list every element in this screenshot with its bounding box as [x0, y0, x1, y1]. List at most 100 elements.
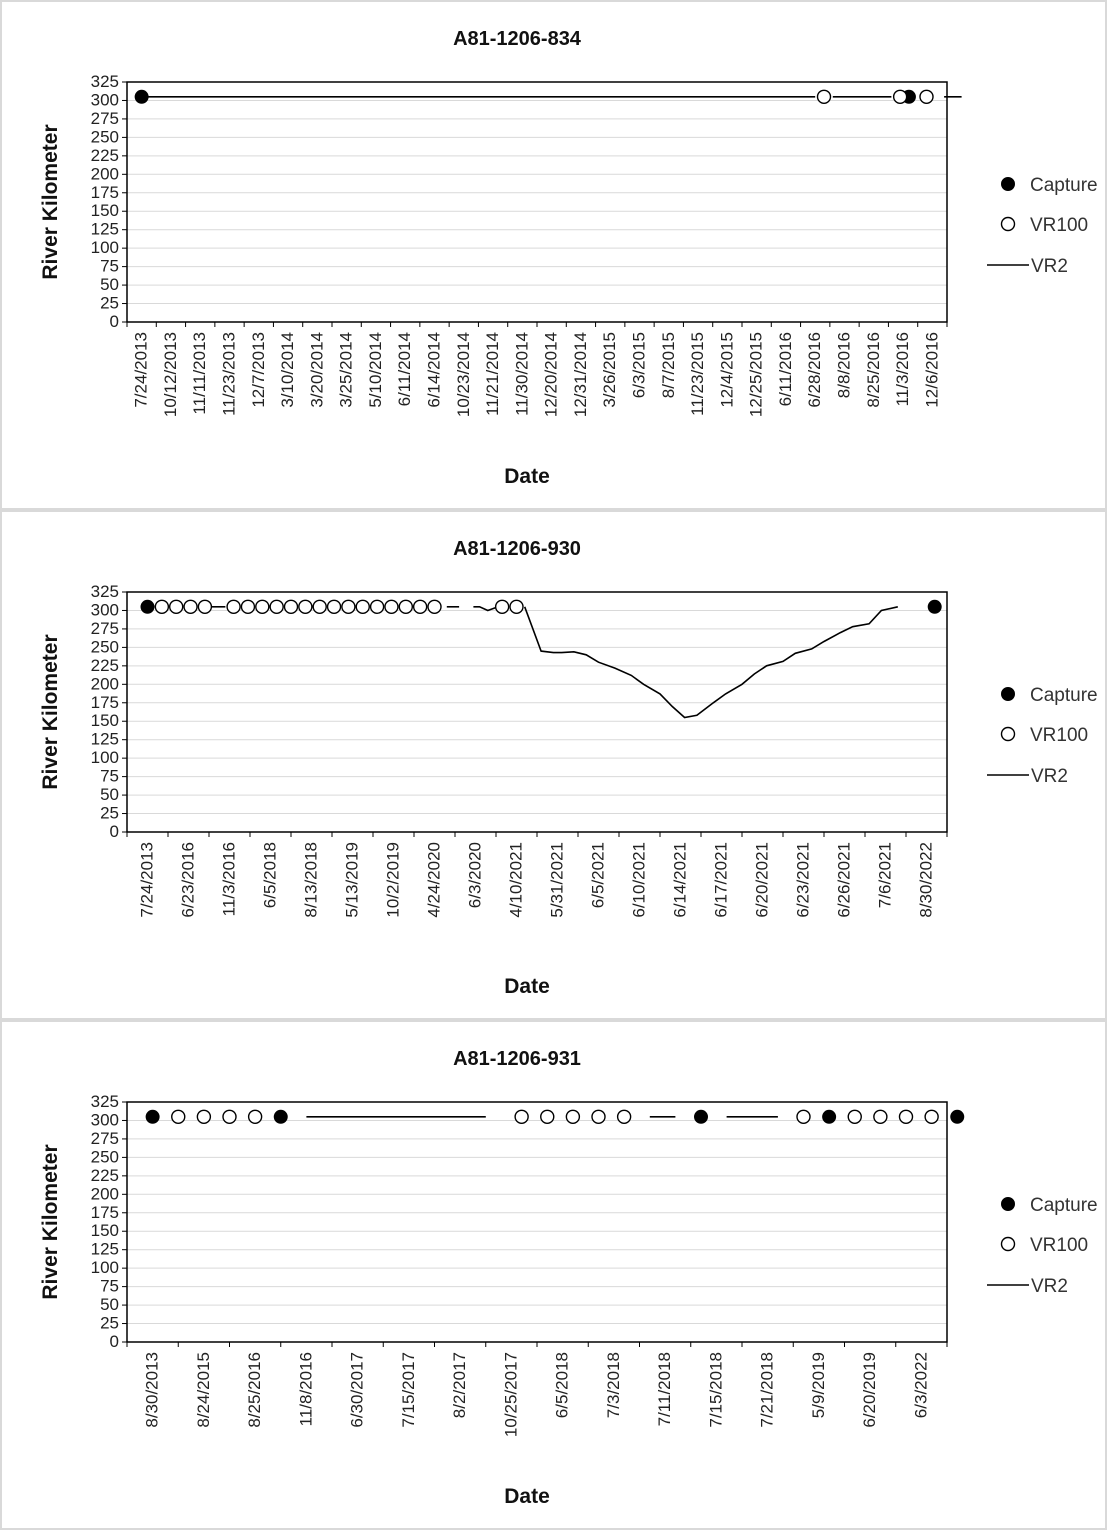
y-tick-label: 275 — [91, 1129, 119, 1148]
vr100-point — [427, 599, 442, 614]
legend-vr2-label: VR2 — [1031, 256, 1068, 277]
x-tick-label: 4/24/2020 — [425, 842, 444, 918]
capture-point — [145, 1109, 160, 1124]
x-tick-label: 12/7/2013 — [249, 332, 268, 408]
x-tick-label: 6/23/2016 — [179, 842, 198, 918]
y-tick-label: 50 — [100, 1295, 119, 1314]
capture-point — [134, 89, 149, 104]
y-tick-label: 200 — [91, 1184, 119, 1203]
vr100-point — [591, 1109, 606, 1124]
x-tick-label: 7/24/2013 — [132, 332, 151, 408]
x-tick-label: 6/30/2017 — [348, 1352, 367, 1428]
x-tick-label: 5/13/2019 — [343, 842, 362, 918]
x-tick-label: 6/11/2016 — [776, 332, 795, 406]
x-tick-label: 6/3/2020 — [466, 842, 485, 908]
vr100-point — [892, 89, 908, 104]
x-tick-label: 3/25/2014 — [337, 332, 356, 408]
vr2-line-segment — [523, 606, 898, 719]
vr100-point — [412, 599, 428, 614]
legend: Capture VR100 VR2 — [987, 175, 1098, 277]
vr100-point — [341, 599, 356, 614]
x-tick-label: 5/9/2019 — [809, 1352, 828, 1418]
y-tick-label: 0 — [110, 822, 119, 841]
x-tick-label: 11/21/2014 — [483, 332, 502, 416]
vr100-point — [255, 599, 270, 614]
chart-title: A81-1206-930 — [453, 538, 581, 560]
x-tick-label: 11/8/2016 — [296, 1352, 315, 1426]
y-tick-label: 0 — [110, 312, 119, 331]
x-tick-label: 7/24/2013 — [138, 842, 157, 918]
chart-panel-1: A81-1206-834 0 25 50 75 100 125 150 175 200 225 250… — [0, 0, 1107, 510]
capture-point — [950, 1109, 965, 1124]
x-tick-label: 3/20/2014 — [307, 332, 326, 408]
y-tick-label: 175 — [91, 693, 119, 712]
x-tick-label: 3/26/2015 — [600, 332, 619, 408]
x-tick-label: 11/23/2015 — [688, 332, 707, 416]
x-axis-label: Date — [504, 975, 550, 998]
vr100-point — [269, 599, 284, 614]
y-tick-label: 50 — [100, 785, 119, 804]
x-tick-label: 6/11/2014 — [395, 332, 414, 406]
vr100-point — [312, 599, 327, 614]
x-tick-label: 12/31/2014 — [571, 332, 590, 417]
legend-vr100-label: VR100 — [1030, 725, 1088, 746]
vr100-point — [226, 599, 241, 614]
legend-capture-marker — [1001, 687, 1015, 701]
y-tick-label: 275 — [91, 109, 119, 128]
vr100-point — [509, 599, 524, 614]
y-tick-label: 75 — [100, 1277, 119, 1296]
x-tick-label: 7/15/2018 — [706, 1352, 725, 1428]
legend: Capture VR100 VR2 — [987, 685, 1098, 787]
vr100-point — [565, 1109, 581, 1124]
vr100-point — [847, 1109, 862, 1124]
y-tick-label: 100 — [91, 1258, 119, 1277]
vr100-point — [355, 599, 370, 614]
legend-vr100-marker — [1000, 216, 1016, 232]
vr100-point — [168, 599, 184, 614]
x-tick-label: 8/8/2016 — [835, 332, 854, 398]
y-tick-label: 150 — [91, 201, 119, 220]
y-tick-label: 50 — [100, 275, 119, 294]
chart-svg-2: A81-1206-930 0255075100125150175200225250… — [39, 538, 1098, 998]
y-tick-label: 100 — [91, 238, 119, 257]
y-tick-label: 25 — [100, 1314, 119, 1333]
y-tick-label: 300 — [91, 600, 119, 619]
legend-vr100-label: VR100 — [1030, 215, 1088, 236]
x-tick-label: 8/25/2016 — [864, 332, 883, 408]
y-tick-label: 250 — [91, 127, 119, 146]
y-tick-label: 0 — [110, 1332, 119, 1351]
capture-point — [273, 1109, 288, 1124]
legend-vr2-label: VR2 — [1031, 1276, 1068, 1297]
y-axis-label: River Kilometer — [39, 124, 62, 279]
legend-vr100-marker — [1000, 726, 1016, 742]
x-tick-label: 6/23/2021 — [794, 842, 813, 918]
legend-vr100-label: VR100 — [1030, 1235, 1088, 1256]
y-tick-label: 275 — [91, 619, 119, 638]
x-tick-label: 6/10/2021 — [630, 842, 649, 918]
vr100-point — [398, 599, 413, 614]
x-tick-label: 11/23/2013 — [220, 332, 239, 416]
plot-area — [126, 591, 948, 833]
legend-capture-label: Capture — [1030, 1195, 1098, 1216]
capture-point — [140, 599, 155, 614]
vr100-point — [873, 1109, 888, 1124]
x-tick-label: 6/17/2021 — [712, 842, 731, 918]
legend: Capture VR100 VR2 — [987, 1195, 1098, 1297]
vr100-point — [616, 1109, 632, 1124]
y-tick-label: 250 — [91, 637, 119, 656]
vr100-point — [384, 599, 399, 614]
x-tick-label: 6/5/2018 — [553, 1352, 572, 1418]
y-axis-label: River Kilometer — [39, 1144, 62, 1299]
capture-point — [822, 1109, 837, 1124]
x-tick-label: 7/11/2018 — [655, 1352, 674, 1426]
x-tick-label: 11/11/2013 — [190, 332, 209, 415]
chart-panel-2: A81-1206-930 0 25 50 75 100 125 150 175 200 225 250… — [0, 510, 1107, 1020]
vr100-point — [494, 599, 510, 614]
x-tick-label: 6/20/2019 — [860, 1352, 879, 1428]
vr100-point — [283, 599, 299, 614]
x-tick-label: 11/3/2016 — [220, 842, 239, 916]
x-tick-label: 12/25/2015 — [747, 332, 766, 417]
vr100-point — [514, 1109, 529, 1124]
x-tick-label: 3/10/2014 — [278, 332, 297, 408]
chart-title: A81-1206-931 — [453, 1048, 581, 1070]
